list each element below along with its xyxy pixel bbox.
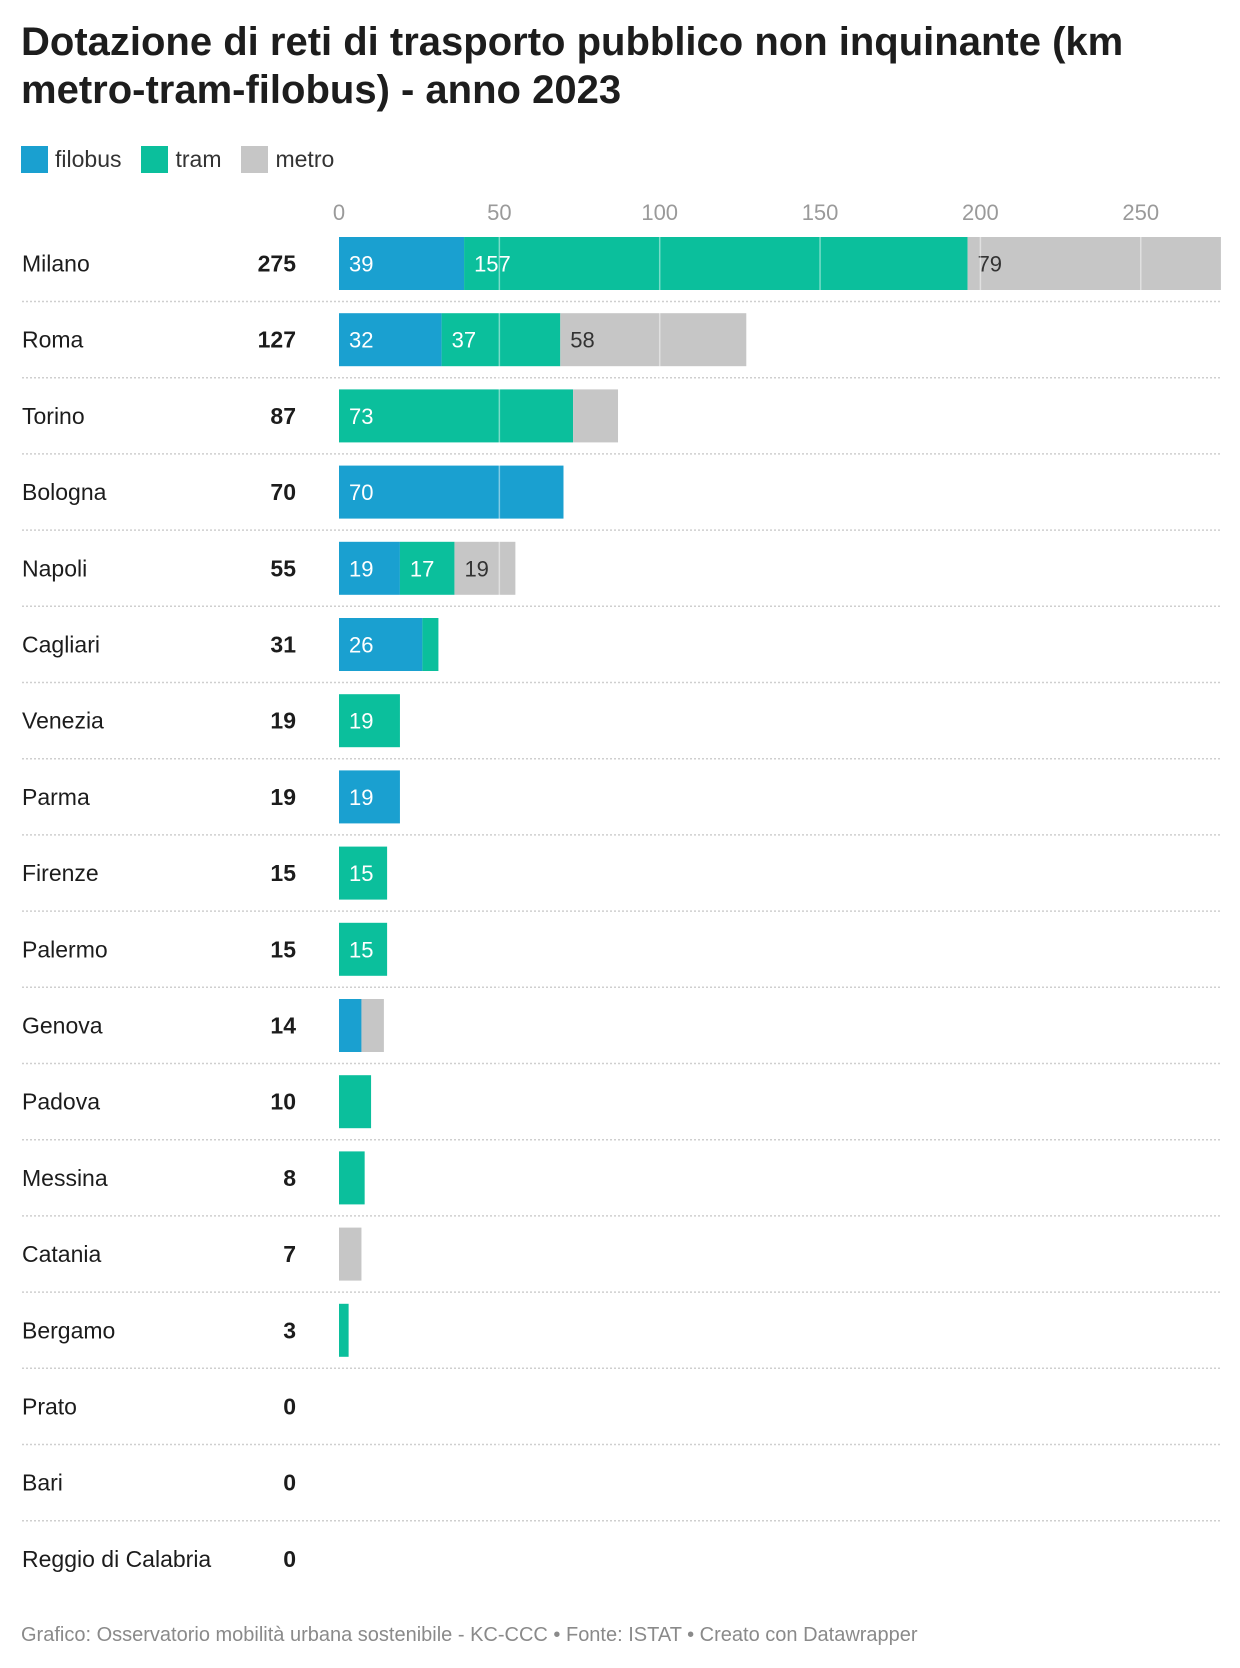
bar-segment-metro xyxy=(560,313,747,367)
category-label: Bari xyxy=(22,1470,63,1496)
category-label: Napoli xyxy=(22,555,87,581)
data-label: 39 xyxy=(349,252,373,277)
bar-segment-metro xyxy=(339,1227,362,1281)
bar-segment-filobus xyxy=(339,541,400,595)
category-label: Parma xyxy=(22,784,90,810)
row-total-label: 3 xyxy=(283,1317,296,1343)
category-label: Firenze xyxy=(22,860,99,886)
data-label: 15 xyxy=(349,861,373,886)
category-label: Palermo xyxy=(22,936,108,962)
row-total-label: 15 xyxy=(270,860,296,886)
category-label: Cagliari xyxy=(22,632,100,658)
row-total-label: 87 xyxy=(270,403,296,429)
category-label: Milano xyxy=(22,251,90,277)
chart-title: Dotazione di reti di trasporto pubblico … xyxy=(21,20,1124,112)
row-total-label: 14 xyxy=(270,1013,296,1039)
x-tick-label: 100 xyxy=(641,200,678,225)
bar-segment-tram xyxy=(339,1151,365,1205)
row-total-label: 55 xyxy=(270,555,296,581)
legend-label-tram: tram xyxy=(175,145,222,172)
row-total-label: 8 xyxy=(283,1165,296,1191)
category-label: Genova xyxy=(22,1013,103,1039)
bar-segment-tram xyxy=(441,313,561,367)
category-label: Bologna xyxy=(22,479,107,505)
x-tick-label: 150 xyxy=(802,200,839,225)
legend-label-metro: metro xyxy=(275,145,335,172)
data-label: 73 xyxy=(349,404,373,429)
row-total-label: 10 xyxy=(270,1089,296,1115)
bar-segment-tram xyxy=(339,846,388,900)
data-label: 19 xyxy=(349,556,373,581)
row-total-label: 0 xyxy=(283,1546,296,1572)
legend-item-tram: tram xyxy=(141,145,222,173)
bar-segment-tram xyxy=(339,922,388,976)
category-label: Torino xyxy=(22,403,85,429)
bar-segment-tram xyxy=(464,237,968,290)
data-label: 19 xyxy=(349,709,373,734)
bar-segment-filobus xyxy=(339,999,362,1052)
legend-item-metro: metro xyxy=(241,145,335,173)
bar-segment-filobus xyxy=(339,618,423,671)
data-label: 157 xyxy=(474,252,511,277)
row-total-label: 31 xyxy=(270,632,296,658)
x-tick-label: 50 xyxy=(487,200,511,225)
data-label: 32 xyxy=(349,328,373,353)
data-label: 17 xyxy=(410,556,434,581)
bar-segment-metro xyxy=(967,237,1221,290)
x-tick-label: 0 xyxy=(333,200,345,225)
bar-segment-tram xyxy=(399,541,455,595)
bar-segment-tram xyxy=(339,389,574,443)
data-label: 15 xyxy=(349,937,373,962)
row-total-label: 0 xyxy=(283,1470,296,1496)
bar-segment-filobus xyxy=(339,770,400,824)
data-label: 58 xyxy=(570,328,594,353)
category-label: Venezia xyxy=(22,708,104,734)
data-label: 19 xyxy=(464,556,488,581)
data-label: 19 xyxy=(349,785,373,810)
legend-label-filobus: filobus xyxy=(55,145,122,172)
bar-segment-tram xyxy=(339,694,400,748)
legend-swatch-filobus xyxy=(21,145,48,173)
bar-segment-tram xyxy=(339,1075,372,1129)
data-label: 37 xyxy=(452,328,476,353)
data-label: 70 xyxy=(349,480,373,505)
bar-segment-metro xyxy=(454,541,516,595)
row-total-label: 275 xyxy=(258,251,297,277)
row-total-label: 19 xyxy=(270,784,296,810)
row-total-label: 15 xyxy=(270,936,296,962)
bar-segment-tram xyxy=(339,1303,349,1357)
category-label: Catania xyxy=(22,1241,101,1267)
category-label: Messina xyxy=(22,1165,108,1191)
bar-segment-metro xyxy=(573,389,619,443)
category-label: Padova xyxy=(22,1089,100,1115)
row-total-label: 7 xyxy=(283,1241,296,1267)
row-total-label: 19 xyxy=(270,708,296,734)
legend-item-filobus: filobus xyxy=(21,145,122,173)
category-label: Bergamo xyxy=(22,1317,115,1343)
row-total-label: 70 xyxy=(270,479,296,505)
category-label: Prato xyxy=(22,1394,77,1420)
x-tick-label: 250 xyxy=(1122,200,1159,225)
chart-footer: Grafico: Osservatorio mobilità urbana so… xyxy=(21,1624,918,1646)
bar-segment-tram xyxy=(422,618,439,671)
row-total-label: 0 xyxy=(283,1394,296,1420)
bar-segment-filobus xyxy=(339,237,465,290)
legend: filobus tram metro xyxy=(21,145,354,173)
bar-segment-filobus xyxy=(339,313,442,367)
category-label: Reggio di Calabria xyxy=(22,1546,211,1572)
x-tick-label: 200 xyxy=(962,200,999,225)
legend-swatch-metro xyxy=(241,145,269,173)
bar-segment-metro xyxy=(361,999,384,1052)
data-label: 79 xyxy=(978,252,1002,277)
bar-segment-filobus xyxy=(339,465,564,519)
row-total-label: 127 xyxy=(258,327,296,353)
category-label: Roma xyxy=(22,327,84,353)
data-label: 26 xyxy=(349,633,373,658)
legend-swatch-tram xyxy=(141,145,169,173)
